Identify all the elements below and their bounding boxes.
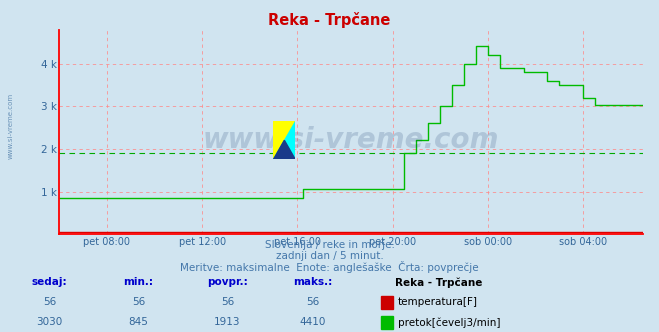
Text: Reka - Trpčane: Reka - Trpčane: [268, 12, 391, 28]
Text: maks.:: maks.:: [293, 277, 333, 287]
Text: 56: 56: [306, 297, 320, 307]
Text: www.si-vreme.com: www.si-vreme.com: [203, 126, 499, 154]
Text: pretok[čevelj3/min]: pretok[čevelj3/min]: [398, 317, 501, 328]
Text: 1913: 1913: [214, 317, 241, 327]
Text: Slovenija / reke in morje.: Slovenija / reke in morje.: [264, 240, 395, 250]
Text: povpr.:: povpr.:: [207, 277, 248, 287]
Polygon shape: [273, 121, 295, 159]
Text: sedaj:: sedaj:: [32, 277, 67, 287]
Text: 56: 56: [132, 297, 145, 307]
Text: Reka - Trpčane: Reka - Trpčane: [395, 277, 483, 288]
Text: 845: 845: [129, 317, 148, 327]
Text: 4410: 4410: [300, 317, 326, 327]
Text: 56: 56: [221, 297, 234, 307]
Polygon shape: [273, 121, 295, 159]
Polygon shape: [273, 140, 295, 159]
Text: zadnji dan / 5 minut.: zadnji dan / 5 minut.: [275, 251, 384, 261]
Text: Meritve: maksimalne  Enote: anglešaške  Črta: povprečje: Meritve: maksimalne Enote: anglešaške Čr…: [180, 261, 479, 273]
Text: 3030: 3030: [36, 317, 63, 327]
Text: www.si-vreme.com: www.si-vreme.com: [8, 93, 14, 159]
Text: min.:: min.:: [123, 277, 154, 287]
Text: 56: 56: [43, 297, 56, 307]
Text: temperatura[F]: temperatura[F]: [398, 297, 478, 307]
